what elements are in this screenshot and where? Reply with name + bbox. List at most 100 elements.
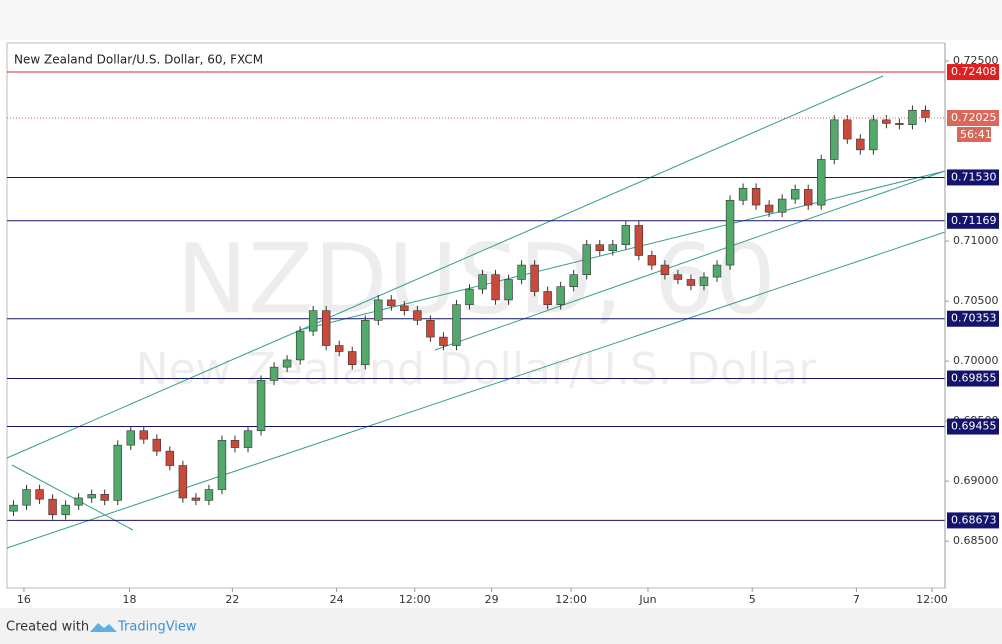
candle-body [348, 351, 357, 366]
candle-body [230, 440, 240, 448]
candle-body [321, 310, 331, 346]
x-tick-label: 12:00 [555, 593, 587, 606]
x-tick-label: 12:00 [399, 593, 431, 606]
candle-body [543, 291, 552, 305]
candle-body [400, 305, 409, 311]
candle-body [790, 189, 800, 200]
candle-body [282, 359, 292, 368]
level-label-box [947, 310, 999, 327]
candle-body [608, 244, 618, 251]
candle-body [295, 330, 305, 361]
candle-body [856, 138, 865, 151]
candle-body [530, 264, 539, 292]
level-label: 0.68673 [951, 513, 997, 526]
candle-body [478, 274, 487, 290]
candle-body [100, 494, 109, 501]
candle-body [61, 504, 70, 516]
level-label-box [947, 418, 999, 435]
trend-line [6, 231, 946, 549]
candle-body [569, 274, 578, 287]
candle-body [152, 438, 162, 452]
candle-body [817, 159, 826, 206]
candle-body [921, 109, 930, 118]
candle-body [35, 489, 44, 500]
chart-title: New Zealand Dollar/U.S. Dollar, 60, FXCM [14, 53, 263, 67]
candle-body [87, 494, 96, 499]
candle-body [413, 310, 422, 321]
y-tick-label: 0.70000 [953, 354, 999, 367]
countdown-box [957, 127, 991, 143]
candle-body [751, 187, 761, 206]
candle-body [777, 198, 787, 213]
x-tick-label: 5 [749, 593, 756, 606]
candle-body [269, 366, 279, 381]
candle-body [243, 430, 253, 448]
candle-body [634, 225, 644, 256]
plot-area [6, 42, 946, 589]
candle-body [308, 310, 318, 332]
level-label: 0.70353 [951, 312, 997, 325]
y-tick-label: 0.71000 [953, 234, 999, 247]
level-label: 0.69855 [951, 372, 997, 385]
candle-body [504, 279, 513, 301]
candle-body [699, 276, 709, 286]
candle-body [204, 489, 214, 501]
trend-line [11, 464, 134, 531]
x-tick-label: 7 [853, 593, 860, 606]
candle-body [660, 264, 670, 275]
candle-body [126, 430, 135, 446]
x-tick-label: 16 [17, 593, 31, 606]
candle-body [673, 274, 683, 280]
candle-body [686, 279, 696, 286]
last-price-box [947, 110, 999, 127]
candle-body [426, 320, 435, 338]
candle-body [843, 119, 852, 140]
x-tick-label: 12:00 [916, 593, 948, 606]
candle-body [178, 465, 188, 499]
plot-layer [7, 71, 945, 521]
candle-body [621, 225, 631, 245]
trend-line [434, 170, 946, 351]
candle-body [22, 489, 31, 506]
footer-created: Created with [6, 620, 89, 635]
candle-body [647, 255, 657, 266]
y-tick-label: 0.70500 [953, 294, 999, 307]
candle-body [452, 304, 461, 346]
candle-body [712, 264, 722, 278]
candle-body [895, 123, 904, 125]
y-tick-label: 0.69000 [953, 474, 999, 487]
trend-lines [6, 75, 946, 549]
level-label-box [947, 212, 999, 229]
x-tick-label: 24 [330, 593, 344, 606]
y-tick-label: 0.68500 [953, 534, 999, 547]
candle-body [869, 119, 878, 151]
candle-body [465, 288, 474, 305]
countdown-label: 56:41 [960, 128, 992, 141]
candle-body [191, 497, 201, 501]
top-bar [0, 0, 1002, 40]
candle-body [439, 336, 448, 346]
level-label: 0.71169 [951, 214, 997, 227]
candle-body [882, 119, 891, 124]
x-tick-label: 29 [485, 593, 499, 606]
candle-body [738, 187, 748, 201]
candle-body [374, 299, 383, 321]
level-label: 0.72408 [951, 65, 997, 78]
trend-line [6, 75, 884, 459]
last-price-label: 0.72025 [951, 111, 997, 124]
footer-brand[interactable]: TradingView [117, 620, 197, 635]
candle-body [361, 320, 370, 366]
brand-logo [90, 623, 117, 632]
level-label-box [947, 169, 999, 186]
candle-body [165, 450, 175, 466]
level-label-box [947, 370, 999, 387]
candle-body [556, 286, 565, 305]
candle-body [595, 244, 604, 251]
candle-body [582, 244, 591, 275]
candle-body [725, 199, 735, 266]
y-tick-label: 0.72500 [953, 54, 999, 67]
candle-body [74, 497, 83, 506]
candle-body [139, 430, 148, 440]
